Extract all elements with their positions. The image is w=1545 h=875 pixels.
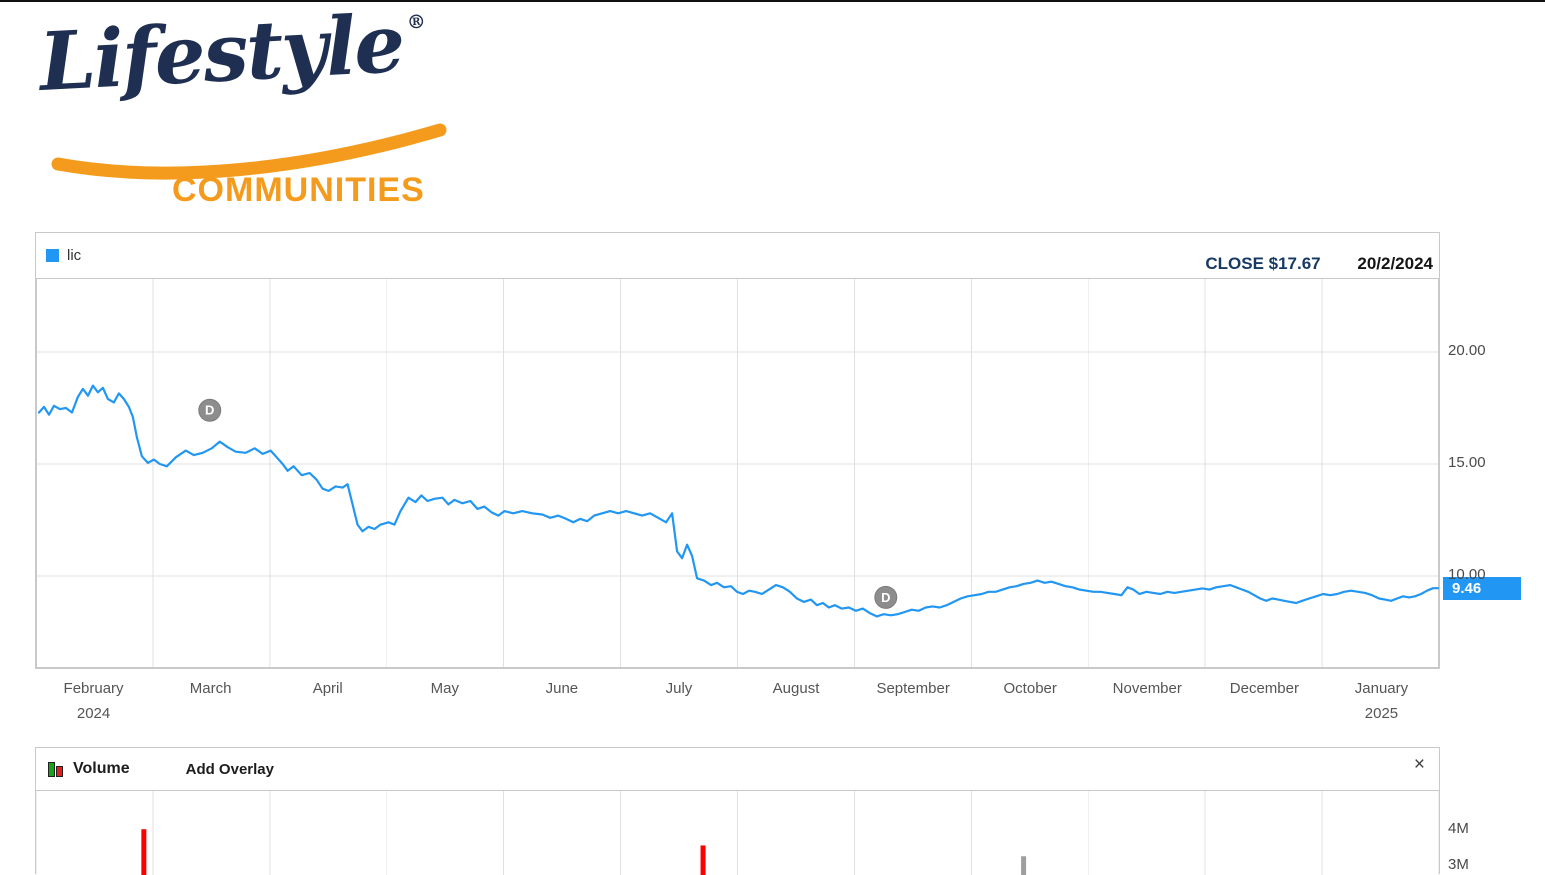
volume-bar[interactable] [1021, 856, 1027, 875]
close-info: CLOSE $17.67 20/2/2024 [1205, 254, 1433, 274]
top-border-rule [0, 0, 1545, 2]
price-y-tick-label: 20.00 [1448, 341, 1486, 359]
x-axis-month-label: February 2024 [63, 680, 124, 722]
x-axis-month-label: November [1112, 680, 1182, 697]
price-y-axis: 9.46 20.00 15.00 10.00 [1440, 278, 1545, 668]
chart-legend-row: lic CLOSE $17.67 20/2/2024 [36, 233, 1439, 278]
price-y-tick-label: 15.00 [1448, 454, 1486, 472]
logo-word: Lifestyle [37, 0, 406, 109]
x-axis-month-label: December [1229, 680, 1299, 697]
last-price-badge: 9.46 [1443, 576, 1521, 600]
x-axis-month-label: June [545, 680, 579, 697]
legend-swatch [46, 249, 59, 262]
x-axis-month-label: January 2025 [1354, 680, 1409, 722]
volume-header: Volume Add Overlay × [36, 748, 1439, 791]
volume-title: Volume [73, 760, 130, 777]
logo-communities-text: COMMUNITIES [172, 171, 425, 209]
svg-text:D: D [881, 590, 890, 605]
close-price-label: CLOSE $17.67 [1205, 254, 1321, 273]
logo-wordmark: Lifestyle® [37, 0, 481, 109]
x-axis-month-label: August [772, 680, 820, 697]
price-y-tick-label: 10.00 [1448, 566, 1486, 584]
lifestyle-communities-logo: Lifestyle® COMMUNITIES [37, 0, 482, 216]
x-axis-month-label: March [189, 680, 232, 697]
x-axis-month-label: May [430, 680, 459, 697]
volume-bars-icon [48, 761, 64, 777]
x-axis-month-label: September [876, 680, 950, 697]
close-volume-icon[interactable]: × [1413, 754, 1425, 775]
x-axis-month-label: April [312, 680, 343, 697]
volume-y-axis: 4M 3M [1440, 790, 1540, 874]
dividend-marker[interactable]: D [198, 398, 222, 422]
volume-panel: Volume Add Overlay × [35, 747, 1440, 875]
volume-y-tick-label: 4M [1448, 820, 1469, 838]
registered-trademark-icon: ® [406, 10, 427, 34]
svg-text:D: D [205, 403, 214, 418]
price-x-axis: February 2024 March April May June July August S… [35, 680, 1440, 740]
close-date-label: 20/2/2024 [1357, 254, 1433, 273]
x-axis-month-label: July [665, 680, 693, 697]
dividend-marker[interactable]: D [874, 585, 898, 609]
volume-bar[interactable] [141, 829, 147, 875]
add-overlay-button[interactable]: Add Overlay [185, 760, 274, 778]
legend-symbol-label: lic [67, 247, 82, 264]
volume-bar[interactable] [700, 845, 706, 875]
volume-y-tick-label: 3M [1448, 856, 1469, 874]
volume-chart[interactable] [36, 791, 1439, 875]
x-axis-month-label: October [1003, 680, 1057, 697]
